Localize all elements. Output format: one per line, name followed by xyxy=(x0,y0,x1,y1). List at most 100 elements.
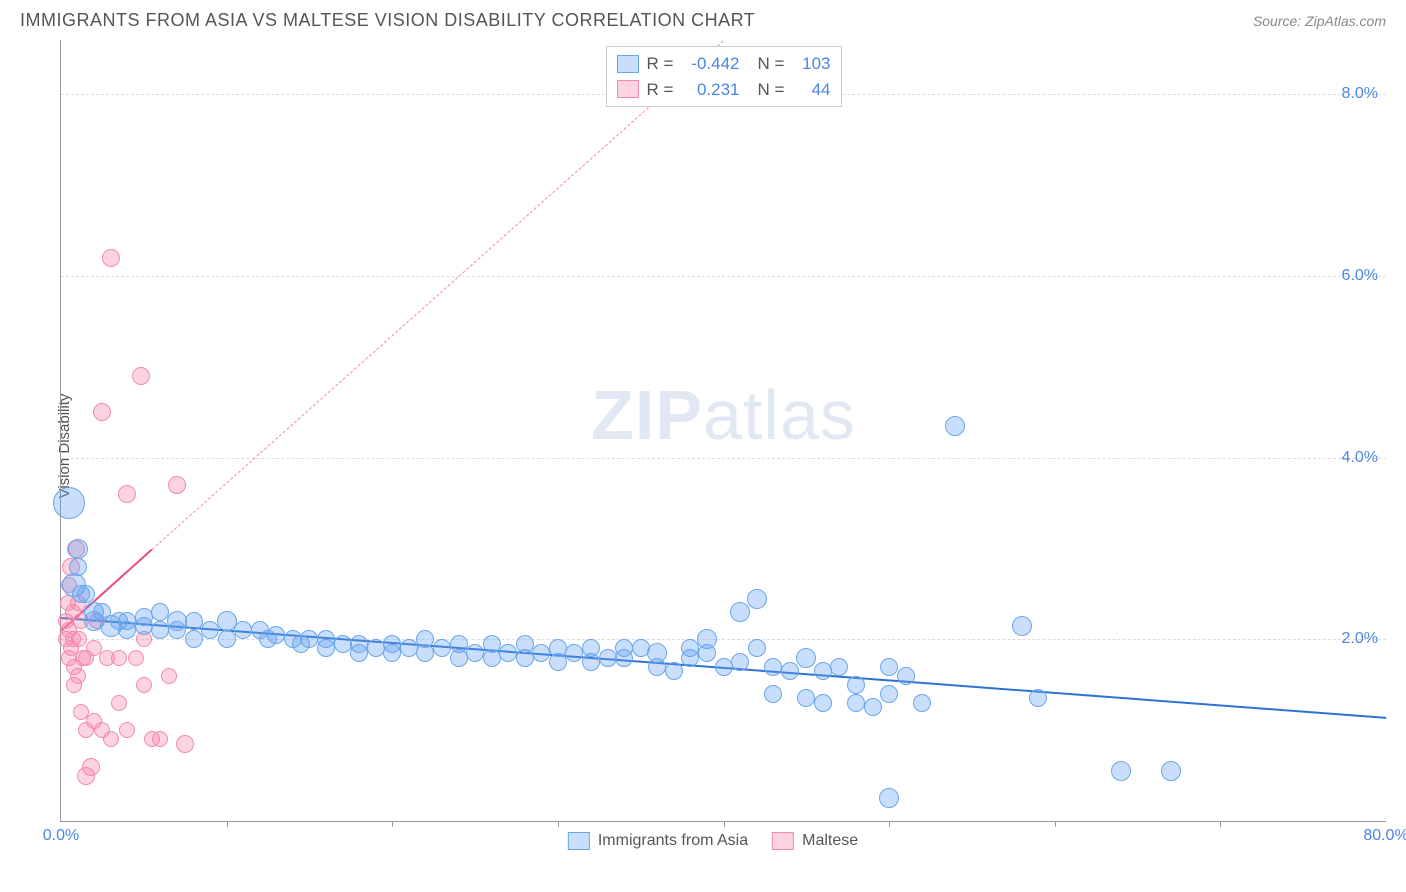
data-point xyxy=(715,658,733,676)
data-point xyxy=(830,658,848,676)
data-point xyxy=(317,639,335,657)
data-point xyxy=(747,589,767,609)
data-point xyxy=(764,658,782,676)
gridline xyxy=(61,458,1386,459)
data-point xyxy=(697,629,717,649)
x-tick-label: 0.0% xyxy=(43,827,79,845)
data-point xyxy=(300,630,318,648)
data-point xyxy=(1029,689,1047,707)
data-point xyxy=(433,639,451,657)
correlation-legend: R =-0.442N =103R =0.231N =44 xyxy=(606,46,842,107)
x-tick-mark xyxy=(889,821,890,827)
legend-swatch xyxy=(617,80,639,98)
data-point xyxy=(383,644,401,662)
legend-item: Maltese xyxy=(772,832,858,850)
data-point xyxy=(111,695,127,711)
data-point xyxy=(748,639,766,657)
data-point xyxy=(103,731,119,747)
data-point xyxy=(68,539,88,559)
y-tick-label: 4.0% xyxy=(1342,449,1378,467)
data-point xyxy=(152,731,168,747)
data-point xyxy=(847,694,865,712)
data-point xyxy=(665,662,683,680)
data-point xyxy=(499,644,517,662)
data-point xyxy=(161,668,177,684)
y-tick-label: 6.0% xyxy=(1342,267,1378,285)
data-point xyxy=(118,485,136,503)
data-point xyxy=(1161,761,1181,781)
data-point xyxy=(781,662,799,680)
data-point xyxy=(565,644,583,662)
series-legend: Immigrants from Asia Maltese xyxy=(568,832,858,850)
trend-line xyxy=(152,40,724,549)
data-point xyxy=(218,630,236,648)
data-point xyxy=(119,722,135,738)
data-point xyxy=(136,677,152,693)
data-point xyxy=(367,639,385,657)
data-point xyxy=(814,694,832,712)
chart-title: IMMIGRANTS FROM ASIA VS MALTESE VISION D… xyxy=(20,10,755,31)
data-point xyxy=(53,487,85,519)
data-point xyxy=(82,758,100,776)
watermark: ZIPatlas xyxy=(591,375,856,455)
data-point xyxy=(582,653,600,671)
plot-area: ZIPatlas R =-0.442N =103R =0.231N =44 2.… xyxy=(60,40,1386,822)
data-point xyxy=(648,658,666,676)
data-point xyxy=(267,626,285,644)
data-point xyxy=(796,648,816,668)
x-tick-mark xyxy=(1220,821,1221,827)
legend-series-name: Maltese xyxy=(802,832,858,850)
data-point xyxy=(450,649,468,667)
data-point xyxy=(731,653,749,671)
data-point xyxy=(797,689,815,707)
legend-r-label: R = xyxy=(647,77,677,103)
data-point xyxy=(334,635,352,653)
data-point xyxy=(466,644,484,662)
data-point xyxy=(847,676,865,694)
gridline xyxy=(61,276,1386,277)
legend-row: R = 0.231 N = 44 xyxy=(617,77,831,103)
data-point xyxy=(599,649,617,667)
data-point xyxy=(185,630,203,648)
data-point xyxy=(1012,616,1032,636)
data-point xyxy=(350,644,368,662)
data-point xyxy=(532,644,550,662)
data-point xyxy=(93,403,111,421)
legend-r-label: R = xyxy=(647,51,677,77)
data-point xyxy=(234,621,252,639)
data-point xyxy=(111,650,127,666)
legend-n-label: N = xyxy=(758,77,788,103)
legend-n-value: 44 xyxy=(796,77,831,103)
data-point xyxy=(176,735,194,753)
data-point xyxy=(730,602,750,622)
data-point xyxy=(102,249,120,267)
x-tick-mark xyxy=(558,821,559,827)
source-credit: Source: ZipAtlas.com xyxy=(1253,13,1386,29)
data-point xyxy=(913,694,931,712)
x-tick-mark xyxy=(392,821,393,827)
y-tick-label: 8.0% xyxy=(1342,85,1378,103)
data-point xyxy=(897,667,915,685)
x-tick-mark xyxy=(724,821,725,827)
data-point xyxy=(70,668,86,684)
data-point xyxy=(764,685,782,703)
data-point xyxy=(483,635,501,653)
x-tick-mark xyxy=(1055,821,1056,827)
data-point xyxy=(168,476,186,494)
data-point xyxy=(400,639,418,657)
data-point xyxy=(814,662,832,680)
legend-r-value: -0.442 xyxy=(685,51,740,77)
data-point xyxy=(71,631,87,647)
data-point xyxy=(185,612,203,630)
legend-item: Immigrants from Asia xyxy=(568,832,748,850)
data-point xyxy=(516,635,534,653)
data-point xyxy=(549,639,567,657)
x-tick-mark xyxy=(227,821,228,827)
data-point xyxy=(945,416,965,436)
data-point xyxy=(135,608,153,626)
legend-r-value: 0.231 xyxy=(685,77,740,103)
data-point xyxy=(880,685,898,703)
y-tick-label: 2.0% xyxy=(1342,630,1378,648)
data-point xyxy=(128,650,144,666)
data-point xyxy=(880,658,898,676)
